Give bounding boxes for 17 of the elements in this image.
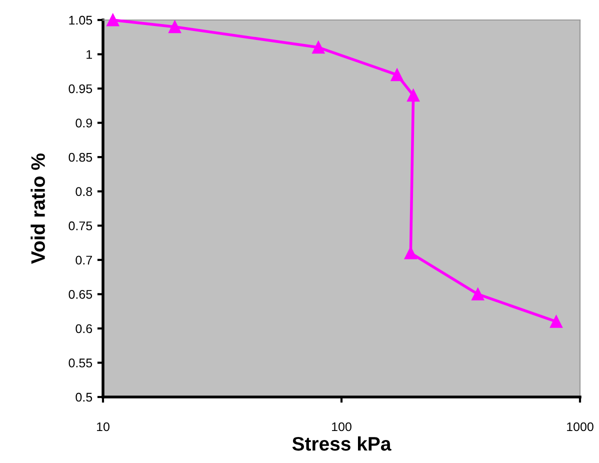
y-tick-label: 0.7 bbox=[76, 256, 92, 265]
y-tick-label: 0.9 bbox=[76, 118, 92, 128]
x-tick-label: 10 bbox=[97, 422, 110, 432]
y-tick-label: 0.75 bbox=[68, 221, 92, 230]
y-tick-label: 1.05 bbox=[69, 16, 92, 25]
y-tick-label: 0.8 bbox=[76, 187, 92, 196]
y-tick-label: 0.5 bbox=[76, 392, 92, 402]
y-axis-title: Void ratio % bbox=[30, 154, 45, 264]
x-axis-title: Stress kPa bbox=[292, 436, 392, 451]
y-tick-label: 0.65 bbox=[68, 290, 92, 299]
x-tick-label: 1000 bbox=[567, 422, 594, 432]
y-tick-label: 1 bbox=[86, 50, 92, 59]
y-tick-label: 0.55 bbox=[68, 358, 92, 368]
y-tick-label: 0.85 bbox=[68, 152, 92, 162]
y-tick-label: 0.95 bbox=[68, 84, 92, 94]
y-tick-label: 0.6 bbox=[76, 324, 92, 334]
x-tick-label: 100 bbox=[332, 422, 352, 432]
